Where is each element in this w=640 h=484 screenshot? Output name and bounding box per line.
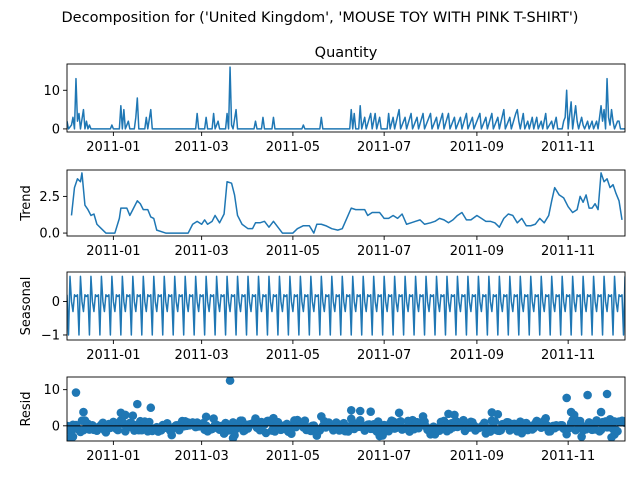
panel-observed: 0 10 2011-01 2011-03 2011-05 2011-07 2011-09 20… — [43, 45, 626, 155]
resid-point — [418, 412, 428, 421]
resid-point — [366, 407, 375, 417]
x-tick-label: 2011-03 — [174, 140, 228, 155]
resid-point — [68, 432, 78, 441]
x-tick-label: 2011-05 — [266, 348, 320, 363]
panel-title: Quantity — [315, 45, 378, 61]
resid-point — [317, 412, 326, 421]
resid-point — [541, 413, 551, 423]
x-tick-label: 2011-03 — [174, 449, 228, 464]
x-tick-label: 2011-01 — [86, 140, 140, 155]
x-tick-label: 2011-09 — [450, 348, 504, 363]
panel-seasonal: −1 0 2011-01 2011-03 2011-05 2011-07 2011-09 20… — [19, 271, 626, 363]
y-tick-label: 0 — [52, 122, 60, 137]
resid-point — [607, 433, 616, 441]
y-tick-label: 0 — [52, 295, 60, 310]
y-axis-label: Seasonal — [19, 277, 34, 336]
resid-point — [605, 415, 615, 424]
resid-point — [394, 408, 404, 418]
resid-point — [602, 389, 612, 399]
y-tick-label: 2.5 — [39, 190, 60, 205]
resid-point — [146, 403, 156, 413]
resid-point — [577, 432, 586, 441]
resid-point — [562, 393, 571, 403]
resid-point — [201, 412, 211, 422]
x-tick-label: 2011-07 — [357, 244, 411, 259]
resid-point — [596, 407, 606, 417]
resid-point — [450, 410, 459, 420]
panel-resid: 0 10 2011-01 2011-03 2011-05 2011-07 2011-09 20… — [19, 376, 626, 464]
x-tick-label: 2011-05 — [266, 449, 320, 464]
resid-point — [167, 430, 177, 440]
resid-point — [251, 414, 260, 423]
x-tick-label: 2011-11 — [541, 244, 595, 259]
resid-point — [128, 411, 138, 420]
resid-point — [79, 407, 88, 417]
resid-point — [583, 390, 592, 400]
y-tick-label: 10 — [43, 383, 60, 398]
resid-point — [493, 409, 503, 419]
x-tick-label: 2011-01 — [86, 449, 140, 464]
resid-point — [113, 425, 123, 435]
axes-frame — [66, 271, 626, 341]
x-tick-label: 2011-07 — [357, 140, 411, 155]
x-tick-label: 2011-09 — [450, 449, 504, 464]
resid-point — [620, 418, 625, 428]
resid-point — [569, 410, 579, 420]
axes-frame — [66, 63, 626, 133]
y-axis-label: Resid — [19, 391, 34, 426]
y-tick-label: 0.0 — [39, 227, 60, 242]
x-tick-label: 2011-07 — [357, 449, 411, 464]
x-tick-label: 2011-03 — [174, 244, 228, 259]
resid-point — [209, 414, 218, 423]
y-axis-label: Trend — [19, 185, 34, 222]
resid-point — [269, 413, 278, 423]
x-tick-label: 2011-07 — [357, 348, 411, 363]
seasonal-line — [67, 275, 625, 336]
figure-title: Decomposition for ('United Kingdom', 'MO… — [62, 10, 579, 26]
x-tick-label: 2011-01 — [86, 348, 140, 363]
x-tick-label: 2011-09 — [450, 244, 504, 259]
x-tick-label: 2011-09 — [450, 140, 504, 155]
resid-point — [396, 416, 405, 426]
y-tick-label: 0 — [52, 419, 60, 434]
resid-point — [133, 399, 142, 409]
y-tick-label: −1 — [41, 328, 60, 343]
x-tick-label: 2011-11 — [541, 449, 595, 464]
resid-point — [346, 405, 356, 415]
x-tick-label: 2011-01 — [86, 244, 140, 259]
resid-point — [300, 416, 310, 425]
resid-point — [355, 406, 365, 416]
resid-point — [230, 430, 239, 440]
resid-point — [287, 429, 296, 438]
x-tick-label: 2011-11 — [541, 140, 595, 155]
axes-frame — [66, 169, 626, 237]
x-tick-label: 2011-11 — [541, 348, 595, 363]
axes-frame — [66, 376, 626, 442]
trend-line — [70, 172, 623, 234]
x-tick-label: 2011-05 — [266, 244, 320, 259]
x-tick-label: 2011-05 — [266, 140, 320, 155]
observed-line — [67, 66, 625, 130]
panel-trend: 0.0 2.5 2011-01 2011-03 2011-05 2011-07 2011-0… — [19, 169, 626, 259]
resid-point — [571, 425, 580, 435]
resid-point — [121, 410, 130, 420]
y-tick-label: 10 — [43, 84, 60, 99]
resid-point — [490, 417, 500, 426]
resid-point — [144, 417, 154, 427]
x-tick-label: 2011-03 — [174, 348, 228, 363]
resid-point — [225, 377, 235, 385]
resid-point — [71, 388, 81, 397]
